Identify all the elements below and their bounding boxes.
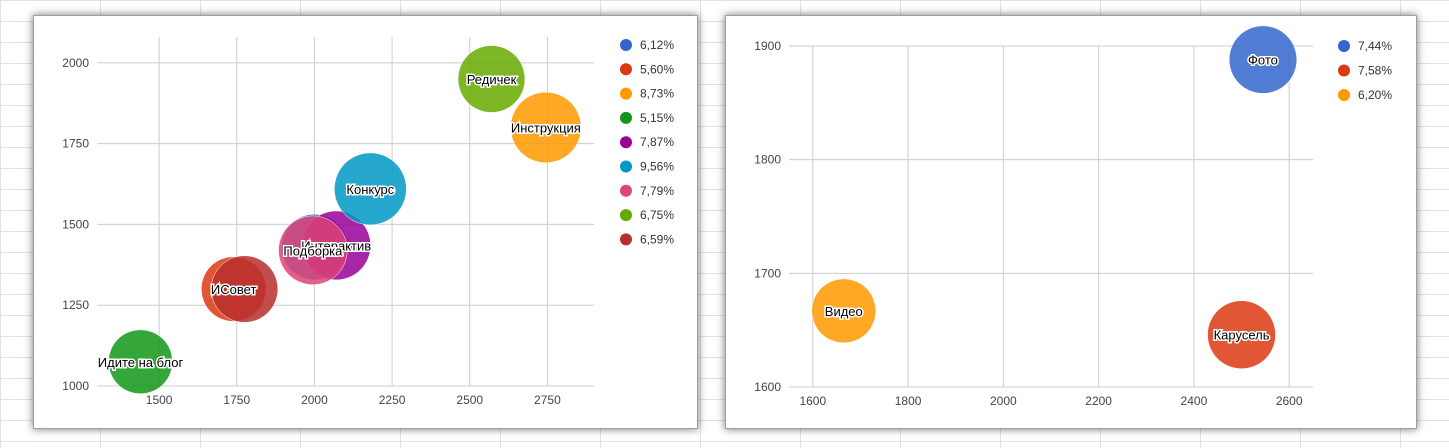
legend-dot	[620, 111, 632, 124]
legend-dot	[1338, 64, 1350, 77]
y-tick-label: 2000	[62, 56, 89, 70]
x-tick-label: 2250	[379, 393, 406, 407]
x-tick-label: 2000	[301, 393, 328, 407]
y-tick-label: 1900	[754, 39, 781, 53]
y-tick-label: 1000	[62, 379, 89, 393]
y-tick-label: 1800	[754, 153, 781, 167]
legend-label: 6,20%	[1358, 88, 1392, 102]
legend-label: 7,58%	[1358, 64, 1392, 78]
y-tick-label: 1250	[62, 298, 89, 312]
x-tick-label: 1750	[223, 393, 250, 407]
bubble[interactable]	[510, 91, 582, 163]
bubble-label: Подборка	[283, 243, 343, 258]
legend-label: 9,56%	[640, 160, 674, 174]
legend-dot	[1338, 89, 1350, 101]
bubble-label: Идите на блог	[98, 355, 184, 370]
bubble-label: Видео	[825, 304, 863, 319]
bubble-chart-right: 1600 1800 2000 2200 2400 2600 1600 1700 1800 1900…	[754, 25, 1392, 408]
x-tick-label: 2200	[1085, 394, 1112, 408]
legend-label: 5,60%	[640, 62, 674, 76]
bubble-label: Фото	[1248, 53, 1278, 68]
legend-label: 7,44%	[1358, 39, 1392, 53]
x-tick-label: 2500	[456, 393, 483, 407]
bubble[interactable]	[108, 329, 173, 395]
bubble-label: ИСовет	[211, 282, 257, 297]
bubble-chart-left: 1500 1750 2000 2250 2500 2750 1000 1250 1500 1750…	[62, 37, 674, 407]
legend-dot	[620, 39, 632, 51]
bubble[interactable]	[278, 215, 348, 285]
y-tick-label: 1600	[754, 380, 781, 394]
legend-label: 7,79%	[640, 184, 674, 198]
x-tick-label: 1500	[146, 393, 173, 407]
bubble[interactable]	[457, 45, 526, 113]
legend-label: 7,87%	[640, 135, 674, 149]
x-tick-label: 2600	[1276, 394, 1303, 408]
bubble-label: Карусель	[1214, 328, 1270, 343]
legend-dot	[620, 136, 632, 149]
bubble-label: Инструкция	[511, 120, 581, 135]
legend-label: 5,15%	[640, 111, 674, 125]
legend-label: 8,73%	[640, 87, 674, 101]
bubble[interactable]	[811, 278, 877, 344]
legend-dot	[620, 209, 632, 222]
y-tick-label: 1700	[754, 266, 781, 280]
legend-dot	[620, 160, 632, 173]
legend-dot	[620, 184, 632, 197]
bubble-label: Редичек	[467, 72, 517, 87]
legend-dot	[620, 63, 632, 76]
legend-label: 6,75%	[640, 208, 674, 222]
legend-dot	[620, 87, 632, 100]
x-tick-label: 1800	[895, 394, 922, 408]
legend-label: 6,12%	[640, 38, 674, 52]
legend-label: 6,59%	[640, 232, 674, 246]
bubble[interactable]	[1207, 300, 1276, 369]
x-tick-label: 2000	[990, 394, 1017, 408]
bubble[interactable]	[334, 152, 407, 226]
y-tick-label: 1750	[62, 137, 89, 151]
y-tick-label: 1500	[62, 217, 89, 231]
x-tick-label: 2750	[534, 393, 561, 407]
chart-right[interactable]: 1600 1800 2000 2200 2400 2600 1600 1700 1800 1900…	[725, 15, 1417, 429]
x-tick-label: 1600	[799, 394, 826, 408]
bubble[interactable]	[210, 255, 279, 323]
legend-dot	[620, 233, 632, 246]
legend-dot	[1338, 40, 1350, 52]
chart-left[interactable]: 1500 1750 2000 2250 2500 2750 1000 1250 1500 1750…	[33, 15, 698, 429]
bubble-label: Конкурс	[346, 182, 394, 197]
x-tick-label: 2400	[1181, 394, 1208, 408]
bubble[interactable]	[1228, 25, 1298, 94]
bubble-label: Интерактив	[301, 238, 371, 253]
